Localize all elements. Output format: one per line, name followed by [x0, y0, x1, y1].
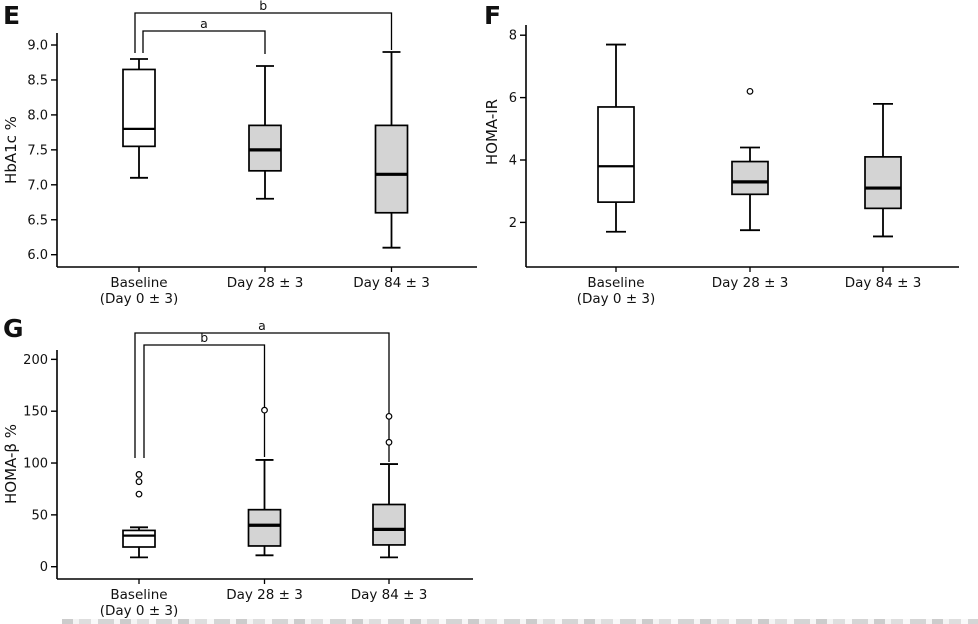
y-tick-label: 4: [509, 154, 517, 169]
box-iqr: [122, 529, 156, 548]
significance-label-b: b: [200, 330, 208, 345]
box-iqr: [731, 160, 769, 196]
panel-e-boxplot: E HbA1c % 6.0 6.5 7.0 7.5 8.0 8.5 9.0 a b Baseline(…: [2, 0, 477, 307]
y-tick-label: 100: [23, 457, 48, 472]
y-tick-label: 8: [509, 29, 517, 44]
box-iqr: [374, 124, 409, 214]
y-tick-label: 6.5: [27, 213, 48, 228]
panel-label: G: [3, 314, 24, 343]
significance-bracket-a: [134, 332, 390, 462]
x-category-label: (Day 0 ± 3): [100, 291, 179, 307]
outlier-point: [385, 412, 393, 420]
significance-bracket-b: [143, 344, 266, 458]
significance-label-b: b: [259, 0, 267, 13]
outlier-point: [135, 471, 143, 478]
y-tick-label: 9.0: [27, 39, 48, 54]
y-tick-label: 50: [31, 508, 48, 523]
significance-bracket-b: [134, 12, 393, 53]
x-category-label: Day 84 ± 3: [353, 275, 430, 291]
box-iqr: [122, 68, 156, 148]
x-category-label: Baseline: [110, 275, 167, 291]
y-tick-label: 6: [509, 91, 517, 106]
significance-bracket-a: [142, 30, 266, 54]
x-category-label: Day 84 ± 3: [351, 587, 428, 603]
panel-label: F: [484, 1, 501, 30]
y-axis-title: HOMA-IR: [483, 99, 501, 165]
y-tick-label: 0: [40, 560, 48, 575]
y-tick-label: 150: [23, 405, 48, 420]
y-tick-label: 7.5: [27, 143, 48, 158]
panel-g-boxplot: G HOMA-β % 0 50 100 150 200 b a Baseline(Day 0 ± …: [2, 314, 473, 619]
y-tick-label: 200: [23, 353, 48, 368]
y-tick-label: 6.0: [27, 248, 48, 263]
y-tick-label: 8.0: [27, 108, 48, 123]
x-category-label: Day 28 ± 3: [712, 275, 789, 291]
panel-label: E: [3, 1, 20, 30]
y-axis-title: HbA1c %: [2, 116, 20, 184]
box-iqr: [597, 106, 635, 203]
x-category-label: Day 28 ± 3: [226, 587, 303, 603]
outlier-point: [135, 478, 143, 486]
y-tick-label: 7.0: [27, 178, 48, 193]
x-category-label: Baseline: [587, 275, 644, 291]
outlier-point: [746, 87, 754, 95]
y-tick-label: 8.5: [27, 73, 48, 88]
x-category-label: Day 84 ± 3: [845, 275, 922, 291]
box-iqr: [372, 503, 406, 546]
box-iqr: [248, 124, 282, 172]
y-axis-title: HOMA-β %: [2, 424, 20, 504]
box-iqr: [247, 508, 282, 547]
significance-label-a: a: [258, 318, 266, 333]
outlier-point: [135, 490, 143, 498]
outlier-point: [385, 438, 393, 446]
significance-label-a: a: [200, 16, 208, 31]
x-category-label: (Day 0 ± 3): [100, 603, 179, 619]
x-category-label: Baseline: [110, 587, 167, 603]
box-iqr: [864, 156, 902, 210]
x-category-label: (Day 0 ± 3): [577, 291, 656, 307]
cropped-caption-strip: [62, 619, 978, 624]
panel-f-boxplot: F HOMA-IR 2 4 6 8 Baseline(Day 0 ± 3) Day 28 ± …: [483, 1, 959, 307]
y-tick-label: 2: [509, 216, 517, 231]
outlier-point: [261, 406, 268, 414]
x-category-label: Day 28 ± 3: [227, 275, 304, 291]
